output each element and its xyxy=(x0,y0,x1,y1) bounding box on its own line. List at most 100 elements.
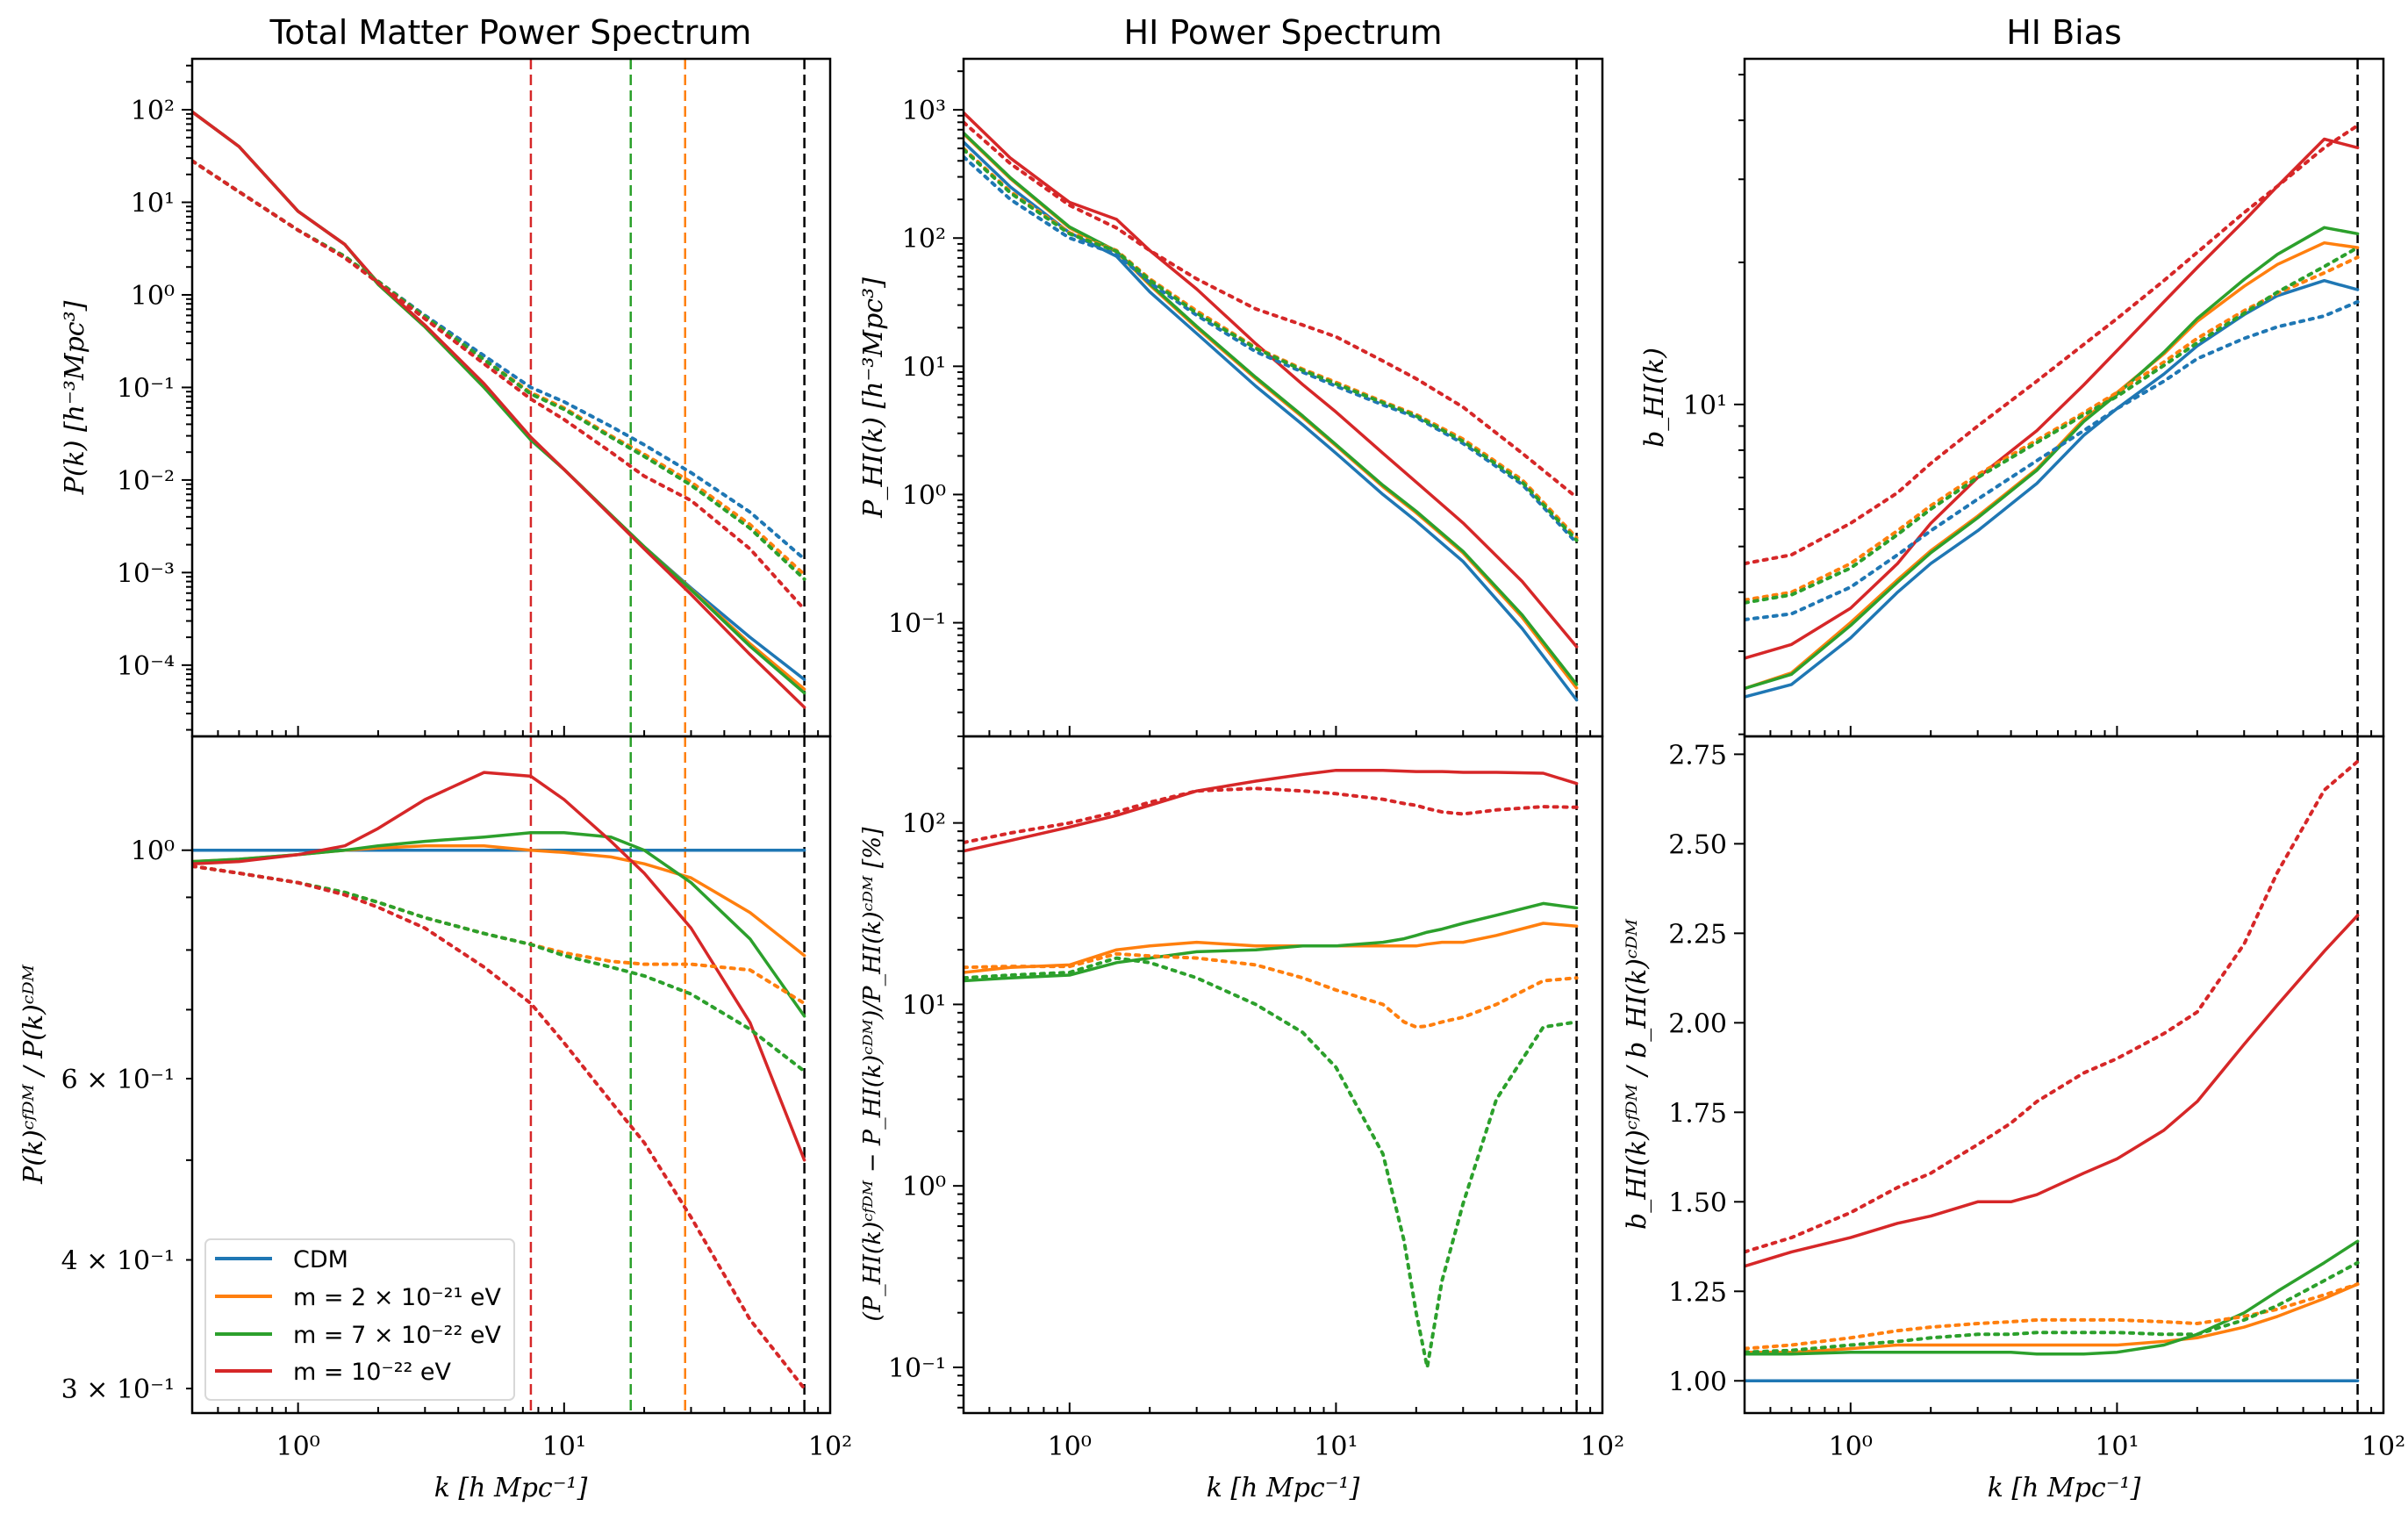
plot-area xyxy=(964,59,1579,736)
y-tick-label: 10⁻¹ xyxy=(888,609,946,640)
xlabel-col1: k [h Mpc⁻¹] xyxy=(434,1473,588,1503)
axes-frame xyxy=(1743,735,2385,1415)
legend-label-m2e-21: m = 2 × 10⁻²¹ eV xyxy=(293,1284,502,1311)
series-m7e-22-dotted xyxy=(1745,1260,2360,1354)
panel-hi-bias: 10¹ xyxy=(1683,57,2385,738)
y-tick-label: 4 × 10⁻¹ xyxy=(61,1246,175,1277)
y-tick-label: 2.25 xyxy=(1668,919,1727,950)
y-tick-label: 1.50 xyxy=(1668,1187,1727,1218)
y-tick-label: 10¹ xyxy=(1683,391,1727,421)
legend: CDM m = 2 × 10⁻²¹ eV m = 7 × 10⁻²² eV m … xyxy=(204,1238,515,1401)
series-m2e-21-dotted xyxy=(964,147,1579,540)
x-tick-label: 10¹ xyxy=(542,1431,586,1462)
x-tick-label: 10¹ xyxy=(1314,1431,1358,1462)
series-m2e-21-dotted xyxy=(1745,255,2360,602)
series-CDM-dotted xyxy=(1745,299,2360,621)
plot-area xyxy=(964,736,1579,1413)
x-tick-label: 10⁰ xyxy=(1048,1431,1092,1462)
series-m7e-22-solid xyxy=(1745,1239,2360,1356)
xlabel-col3: k [h Mpc⁻¹] xyxy=(1988,1473,2141,1503)
y-tick-label: 10² xyxy=(131,96,175,126)
y-tick-label: 10¹ xyxy=(902,352,946,383)
ylabel-matter-pk: P(k) [h⁻³Mpc³] xyxy=(60,300,90,495)
ylabel-hi-bias-ratio: b_HI(k)ᶜᶠᴰᴹ / b_HI(k)ᶜᴰᴹ xyxy=(1622,918,1652,1230)
series-m2e-21-solid xyxy=(964,922,1579,974)
legend-label-m7e-22: m = 7 × 10⁻²² eV xyxy=(293,1322,502,1349)
series-m2e-21-solid xyxy=(1745,1282,2360,1354)
series-m1e-22-solid xyxy=(192,110,806,709)
series-m1e-22-dotted xyxy=(1745,759,2360,1254)
series-m1e-22-solid xyxy=(192,771,806,1162)
series-CDM-solid xyxy=(1745,278,2360,699)
y-tick-label: 2.75 xyxy=(1668,740,1727,771)
y-tick-label: 10² xyxy=(902,809,946,840)
series-m1e-22-dotted xyxy=(1745,124,2360,566)
plot-area xyxy=(1745,736,2360,1413)
y-tick-label: 1.75 xyxy=(1668,1098,1727,1129)
x-tick-label: 10⁰ xyxy=(1829,1431,1873,1462)
y-tick-label: 1.25 xyxy=(1668,1277,1727,1308)
ylabel-hi-bias: b_HI(k) xyxy=(1639,348,1670,448)
series-m7e-22-dotted xyxy=(1745,246,2360,605)
y-tick-label: 10⁰ xyxy=(131,281,175,312)
xlabel-col2: k [h Mpc⁻¹] xyxy=(1207,1473,1360,1503)
y-tick-label: 10⁻¹ xyxy=(888,1353,946,1384)
y-tick-label: 2.50 xyxy=(1668,829,1727,860)
series-m1e-22-solid xyxy=(1745,137,2360,660)
series-m7e-22-dotted xyxy=(964,956,1579,1369)
panel-matter-pk: 10² 10¹ 10⁰ 10⁻¹ 10⁻² 10⁻³ 10⁻⁴ xyxy=(117,57,832,738)
plot-area xyxy=(1745,59,2360,736)
y-tick-label: 10⁻³ xyxy=(117,558,175,589)
legend-label-cdm: CDM xyxy=(293,1246,348,1273)
series-m7e-22-solid xyxy=(964,131,1579,686)
series-m1e-22-solid xyxy=(964,768,1579,853)
y-tick-label: 2.00 xyxy=(1668,1008,1727,1039)
y-tick-label: 10¹ xyxy=(131,188,175,219)
y-tick-label: 10² xyxy=(902,224,946,255)
panel-hi-bias-ratio: 10⁰ 10¹ 10² 1.00 1.25 1.50 1.75 2.00 2.25 2.50 2.7… xyxy=(1668,735,2405,1462)
series-m1e-22-dotted xyxy=(964,786,1579,844)
plot-area xyxy=(192,59,806,736)
series-m7e-22-solid xyxy=(192,830,806,1018)
y-tick-label: 10⁰ xyxy=(131,836,175,867)
title-hi-power: HI Power Spectrum xyxy=(1124,13,1443,52)
series-m7e-22-dotted xyxy=(964,147,1579,542)
series-m1e-22-dotted xyxy=(964,120,1579,499)
y-tick-label: 3 × 10⁻¹ xyxy=(61,1374,175,1405)
series-m2e-21-dotted xyxy=(964,951,1579,1030)
plot-area xyxy=(192,736,806,1413)
y-tick-label: 10⁰ xyxy=(902,1172,946,1202)
series-m2e-21-dotted xyxy=(192,159,806,577)
legend-frame xyxy=(204,1238,515,1401)
series-m7e-22-dotted xyxy=(192,864,806,1073)
y-tick-label: 10³ xyxy=(902,96,946,126)
y-tick-label: 1.00 xyxy=(1668,1367,1727,1397)
ylabel-hi-pk-diff: (P_HI(k)ᶜᶠᴰᴹ − P_HI(k)ᶜᴰᴹ)/P_HI(k)ᶜᴰᴹ [%… xyxy=(859,827,886,1322)
y-tick-label: 10¹ xyxy=(902,990,946,1021)
y-tick-label: 6 × 10⁻¹ xyxy=(61,1065,175,1095)
axes-frame xyxy=(190,57,832,738)
series-m1e-22-dotted xyxy=(192,159,806,612)
series-m2e-21-dotted xyxy=(192,864,806,1006)
x-tick-label: 10¹ xyxy=(2095,1431,2139,1462)
series-m1e-22-dotted xyxy=(192,864,806,1391)
series-m7e-22-solid xyxy=(1745,226,2360,691)
y-tick-label: 10⁻⁴ xyxy=(117,651,175,682)
x-tick-label: 10⁰ xyxy=(276,1431,320,1462)
title-hi-bias: HI Bias xyxy=(2006,13,2122,52)
axes-frame xyxy=(190,735,832,1415)
series-m2e-21-dotted xyxy=(1745,1282,2360,1351)
x-tick-label: 10² xyxy=(808,1431,852,1462)
series-CDM-dotted xyxy=(964,154,1579,545)
ylabel-matter-ratio: P(k)ᶜᶠᴰᴹ / P(k)ᶜᴰᴹ xyxy=(18,964,49,1185)
series-m1e-22-solid xyxy=(1745,914,2360,1268)
ylabel-hi-pk: P_HI(k) [h⁻³Mpc³] xyxy=(858,277,889,519)
series-m7e-22-solid xyxy=(964,901,1579,983)
series-m2e-21-solid xyxy=(192,843,806,958)
title-matter: Total Matter Power Spectrum xyxy=(269,13,752,52)
panel-matter-ratio: 10⁰ 10¹ 10² 10⁰ 6 × 10⁻¹ 4 × 10⁻¹ 3 × 10⁻¹ xyxy=(61,735,852,1462)
x-tick-label: 10² xyxy=(2361,1431,2405,1462)
legend-label-m1e-22: m = 10⁻²² eV xyxy=(293,1359,452,1386)
panel-hi-pk: 10³ 10² 10¹ 10⁰ 10⁻¹ xyxy=(888,57,1604,738)
